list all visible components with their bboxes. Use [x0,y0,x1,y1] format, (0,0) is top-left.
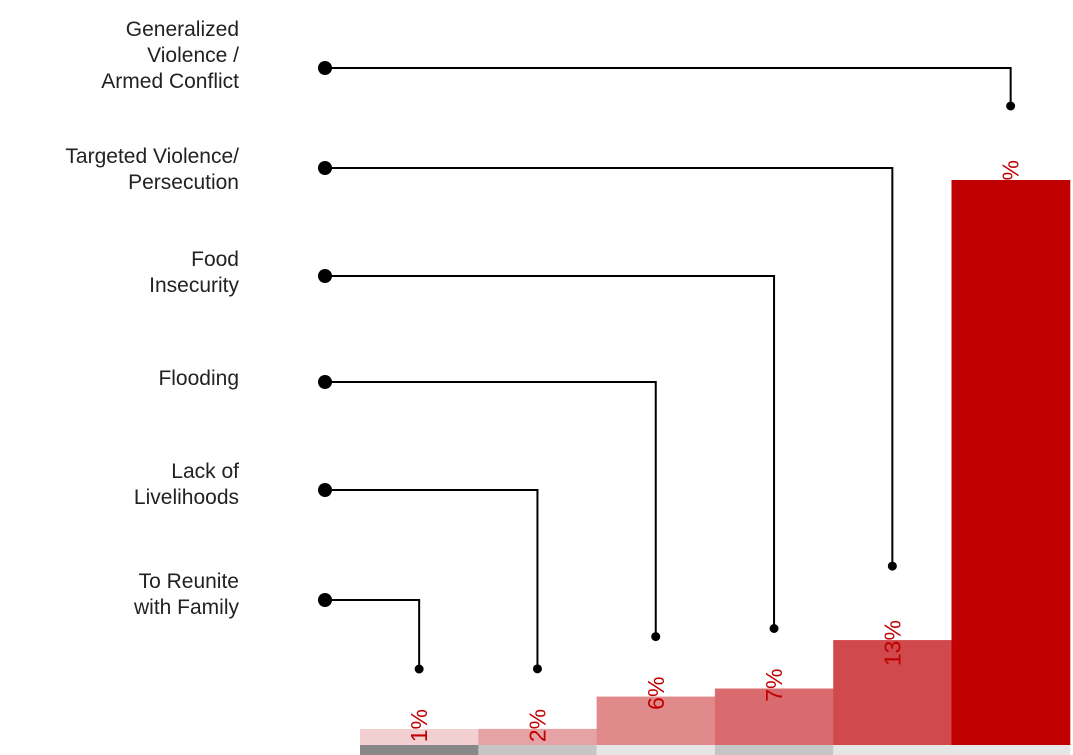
connector-dot-end-food-insecurity [769,624,779,633]
connector-dot-end-reunite-family [414,664,424,674]
value-label-targeted-violence: 13% [879,620,905,666]
base-strip-reunite-family [360,745,479,755]
connector-line-targeted-violence [325,167,894,567]
value-label-lack-of-livelihoods: 2% [524,709,550,742]
bar-targeted-violence [833,640,952,745]
connector-line-food-insecurity [325,275,776,629]
base-strip-flooding [596,745,716,755]
connector-line-flooding [325,381,657,637]
base-strip-food-insecurity [714,745,834,755]
base-strip-generalized-violence [951,745,1071,755]
category-label-reunite-family: To Reunite with Family [133,570,239,619]
connector-line-reunite-family [325,599,421,669]
connector-dot-end-generalized-violence [1006,101,1016,111]
connector-line-generalized-violence [325,67,1012,106]
connector-dot-end-lack-of-livelihoods [532,664,542,674]
bar-flooding [596,696,716,745]
value-label-flooding: 6% [643,677,669,710]
category-label-targeted-violence: Targeted Violence/ Persecution [65,145,239,194]
category-label-lack-of-livelihoods: Lack of Livelihoods [133,460,239,509]
category-label-flooding: Flooding [158,367,239,390]
connector-dot-start-food-insecurity [318,269,332,283]
bar-reunite-family [360,729,479,745]
bar-food-insecurity [714,688,834,745]
base-strip-targeted-violence [833,745,952,755]
connector-dot-start-flooding [318,375,332,389]
category-label-generalized-violence: Generalized Violence / Armed Conflict [101,18,239,93]
bar-generalized-violence [951,180,1071,745]
value-label-generalized-violence: 70% [998,160,1024,206]
base-strip-lack-of-livelihoods [478,745,598,755]
connector-dot-end-targeted-violence [887,561,897,571]
connector-dot-start-generalized-violence [318,61,332,75]
category-label-food-insecurity: Food Insecurity [149,248,239,297]
value-label-reunite-family: 1% [406,709,432,742]
value-label-food-insecurity: 7% [761,669,787,702]
connector-dot-start-reunite-family [318,593,332,607]
connector-line-lack-of-livelihoods [325,489,539,669]
connector-dot-start-lack-of-livelihoods [318,483,332,497]
connector-dot-end-flooding [651,632,661,642]
bar-lack-of-livelihoods [478,728,598,745]
connector-dot-start-targeted-violence [318,161,332,175]
